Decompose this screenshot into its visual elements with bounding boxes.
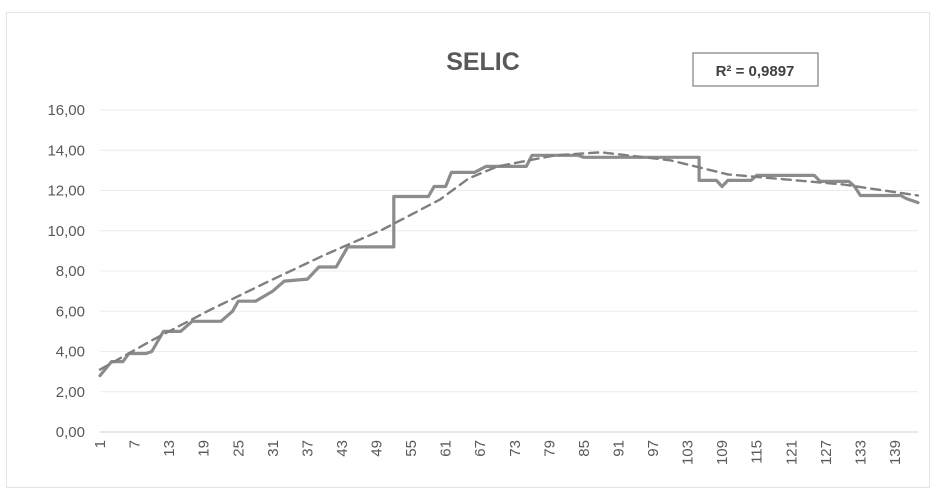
x-tick-label: 121	[783, 440, 800, 465]
x-tick-label: 85	[576, 440, 593, 457]
x-tick-label: 13	[161, 440, 178, 457]
x-tick-label: 139	[887, 440, 904, 465]
x-tick-label: 103	[680, 440, 697, 465]
x-tick-label: 73	[507, 440, 524, 457]
x-tick-label: 25	[230, 440, 247, 457]
y-tick-label: 8,00	[56, 263, 85, 280]
selic-series	[98, 153, 920, 378]
y-tick-label: 6,00	[56, 303, 85, 320]
y-tick-label: 14,00	[47, 142, 85, 159]
y-tick-label: 0,00	[56, 424, 85, 441]
x-tick-label: 115	[749, 440, 766, 464]
series-layer	[98, 151, 920, 378]
x-tick-label: 97	[645, 440, 662, 457]
x-tick-label: 1	[92, 440, 109, 448]
r-squared-annotation: R² = 0,9897	[692, 52, 819, 87]
y-tick-label: 4,00	[56, 344, 85, 361]
y-tick-label: 12,00	[47, 183, 85, 200]
chart-title: SELIC	[446, 48, 520, 76]
x-tick-label: 43	[334, 440, 351, 457]
x-tick-label: 91	[610, 440, 627, 457]
y-tick-label: 10,00	[47, 223, 85, 240]
x-tick-label: 67	[472, 440, 489, 457]
x-tick-label: 133	[852, 440, 869, 465]
x-tick-label: 79	[541, 440, 558, 457]
x-tick-label: 31	[265, 440, 282, 457]
x-tick-label: 61	[438, 440, 455, 457]
x-tick-label: 19	[196, 440, 213, 457]
x-tick-label: 55	[403, 440, 420, 457]
y-tick-label: 16,00	[47, 102, 85, 119]
x-tick-label: 127	[818, 440, 835, 465]
gridlines	[100, 109, 918, 433]
r-squared-box	[692, 52, 819, 87]
y-axis-tick-labels: 0,00 2,00 4,00 6,00 8,00 10,00 12,00 14,00 16,00	[47, 102, 85, 441]
x-tick-label: 109	[714, 440, 731, 465]
x-axis-tick-labels: 1 7 13 19 25 31 37 43 49 55 61 67 73 79 85 91 97 103 109 11…	[92, 440, 904, 465]
r-squared-label: R² = 0,9897	[716, 63, 795, 80]
x-tick-label: 37	[299, 440, 316, 457]
x-tick-label: 7	[127, 440, 144, 448]
trendline-series	[98, 151, 920, 371]
x-tick-label: 49	[369, 440, 386, 457]
chart-frame	[6, 12, 930, 488]
y-tick-label: 2,00	[56, 384, 85, 401]
